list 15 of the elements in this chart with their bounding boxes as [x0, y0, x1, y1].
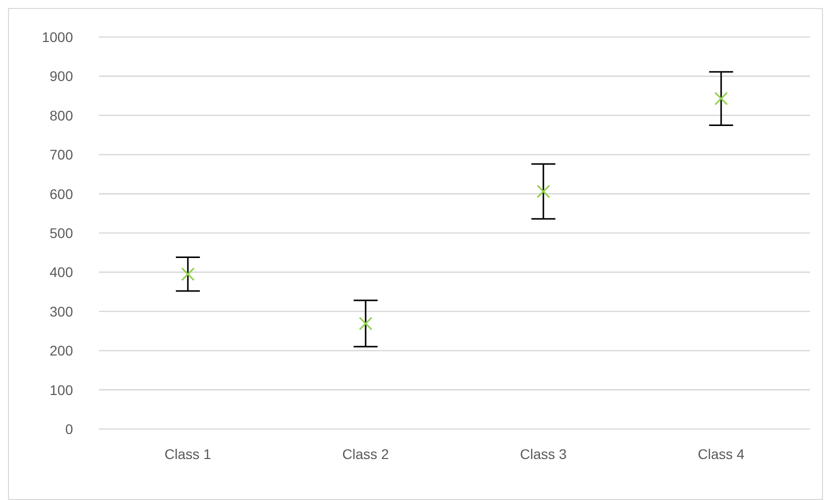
x-tick-label: Class 4	[698, 446, 745, 462]
y-tick-label: 600	[50, 186, 74, 202]
y-tick-label: 1000	[42, 28, 74, 45]
y-tick-label: 700	[50, 146, 74, 163]
y-tick-label: 500	[50, 224, 74, 241]
y-tick-label: 900	[50, 68, 74, 84]
y-tick-label: 100	[50, 382, 74, 398]
y-tick-label: 300	[50, 303, 74, 320]
x-tick-label: Class 2	[342, 446, 390, 462]
x-tick-label: Class 1	[164, 446, 212, 462]
y-tick-label: 800	[50, 107, 74, 124]
x-tick-label: Class 3	[520, 446, 567, 462]
y-tick-label: 200	[50, 342, 74, 359]
y-tick-label: 0	[65, 420, 74, 437]
y-tick-label: 400	[50, 264, 74, 280]
